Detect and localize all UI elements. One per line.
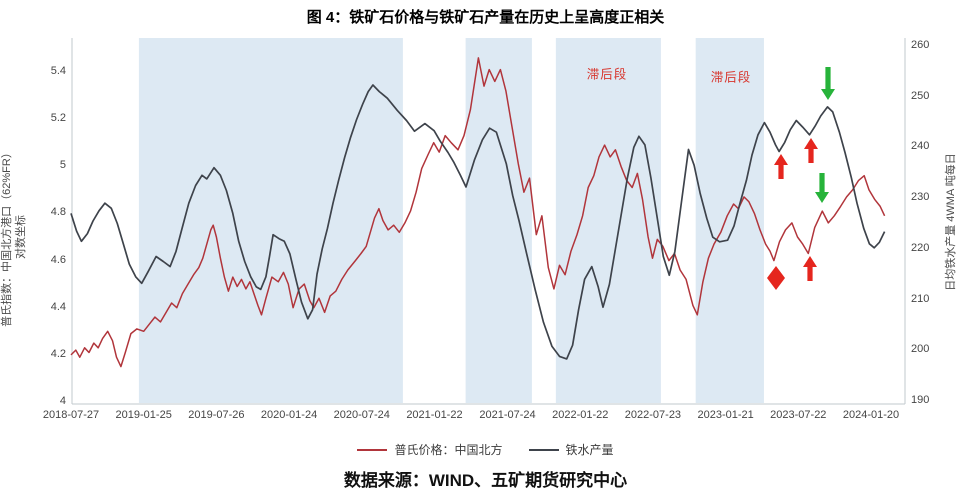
right-axis-tick-label: 220	[911, 241, 930, 254]
left-axis-tick-label: 4.4	[50, 300, 66, 313]
x-axis-tick-label: 2023-07-22	[770, 409, 827, 421]
x-axis-tick-label: 2019-01-25	[115, 409, 172, 421]
left-axis-tick-label: 5.4	[50, 65, 66, 77]
legend-label-hot-metal: 铁水产量	[565, 443, 614, 457]
highlight-band-1	[138, 38, 403, 403]
right-axis-tick-label: 260	[911, 39, 930, 51]
hot-metal-line-series	[70, 84, 886, 360]
x-axis-tick-label: 2023-01-21	[697, 409, 754, 421]
left-axis-title: 普氏指数：中国北方港口（62%FR） 对数坐标	[0, 70, 30, 404]
hot-metal-line-swatch	[528, 448, 559, 451]
x-axis-tick-label: 2020-07-24	[333, 409, 390, 421]
chart-legend: 普氏价格：中国北方 铁水产量	[0, 441, 971, 458]
right-axis-title: 日均铁水产量 4WMA 吨每日	[945, 153, 957, 291]
right-axis-tick-label: 250	[911, 89, 930, 102]
left-axis-tick-label: 4.8	[50, 206, 66, 219]
highlight-band-4	[695, 38, 764, 403]
down-arrow-icon-3	[821, 67, 835, 100]
x-axis-tick-label: 2024-01-20	[842, 409, 900, 421]
x-axis-tick-label: 2022-07-23	[624, 409, 682, 421]
lag-annotation-1: 滞后段	[586, 67, 628, 82]
legend-label-price: 普氏价格：中国北方	[394, 443, 503, 457]
lag-annotation-2: 滞后段	[710, 70, 752, 85]
x-axis-tick-label: 2021-01-22	[406, 409, 463, 421]
right-axis-tick-label: 210	[911, 292, 930, 305]
x-axis-tick-label: 2022-01-22	[552, 409, 609, 421]
x-axis-tick-label: 2021-07-24	[479, 409, 536, 421]
diamond-marker-icon-1	[767, 266, 785, 290]
up-arrow-icon-1	[774, 154, 788, 179]
legend-item-hot-metal: 铁水产量	[528, 441, 614, 458]
right-axis-tick-label: 230	[911, 191, 930, 204]
down-arrow-icon-4	[815, 173, 829, 203]
price-line-series	[70, 57, 886, 368]
right-axis-tick-label: 190	[911, 394, 930, 406]
right-axis-tick-label: 200	[911, 343, 930, 356]
left-axis-title-line2: 对数坐标	[15, 215, 27, 259]
data-source: 数据来源：WIND、五矿期货研究中心	[343, 471, 628, 490]
left-axis-title-line1: 普氏指数：中国北方港口（62%FR）	[1, 147, 13, 327]
right-axis-tick-label: 240	[911, 140, 930, 153]
left-axis-tick-label: 4.6	[50, 253, 66, 266]
up-arrow-icon-2	[804, 138, 818, 163]
left-axis-tick-label: 5	[59, 159, 66, 172]
left-axis-tick-label: 4.2	[50, 347, 66, 360]
up-arrow-icon-5	[803, 256, 817, 281]
price-line-swatch	[357, 448, 388, 451]
legend-item-price: 普氏价格：中国北方	[357, 441, 503, 458]
left-axis-tick-label: 4	[59, 395, 66, 407]
left-axis-tick-label: 5.2	[50, 112, 66, 125]
x-axis-tick-label: 2018-07-27	[42, 409, 100, 421]
highlight-band-2	[465, 38, 532, 403]
x-axis-tick-label: 2019-07-26	[188, 409, 245, 421]
x-axis-tick-label: 2020-01-24	[260, 409, 318, 421]
chart-title: 图 4：铁矿石价格与铁矿石产量在历史上呈高度正相关	[306, 9, 665, 26]
